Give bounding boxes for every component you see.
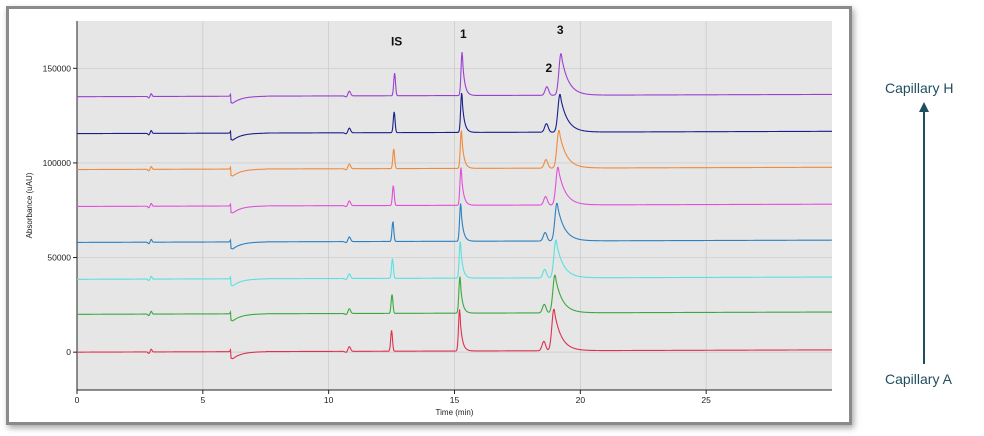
y-tick-label: 100000 xyxy=(43,158,72,168)
series-line-capillary-c xyxy=(77,239,832,287)
x-tick-label: 20 xyxy=(576,395,586,405)
x-axis-label: Time (min) xyxy=(436,408,474,417)
series-line-capillary-g xyxy=(77,92,832,141)
peak-label: 3 xyxy=(557,23,564,37)
peak-labels: IS 1 2 3 xyxy=(391,23,564,75)
series-line-capillary-h xyxy=(77,51,832,104)
arrow-up-icon xyxy=(919,102,929,364)
peak-label: IS xyxy=(391,35,402,49)
x-tick-label: 25 xyxy=(701,395,711,405)
x-tick-label: 5 xyxy=(200,395,205,405)
peak-label: 2 xyxy=(546,61,553,75)
series-line-capillary-e xyxy=(76,166,832,214)
series-line-capillary-a xyxy=(77,308,832,360)
peak-label: 1 xyxy=(460,27,467,41)
y-tick-label: 0 xyxy=(66,347,71,357)
series-line-capillary-f xyxy=(76,129,832,177)
x-tick-label: 0 xyxy=(75,395,80,405)
capillary-h-label: Capillary H xyxy=(885,80,954,96)
series-line-capillary-d xyxy=(77,202,832,250)
series-traces xyxy=(76,51,832,360)
x-tick-label: 15 xyxy=(450,395,460,405)
y-tick-label: 150000 xyxy=(43,63,72,73)
capillary-a-label: Capillary A xyxy=(885,371,952,387)
chromatogram-chart: 0 5 10 15 20 25 0 50000 100000 150000 IS 1 2 3 Time … xyxy=(25,21,832,417)
y-tick-label: 50000 xyxy=(47,253,71,263)
axes: 0 5 10 15 20 25 0 50000 100000 150000 xyxy=(43,21,832,405)
y-axis-label: Absorbance (uAU) xyxy=(25,172,34,238)
x-tick-label: 10 xyxy=(324,395,334,405)
series-line-capillary-b xyxy=(77,274,832,322)
